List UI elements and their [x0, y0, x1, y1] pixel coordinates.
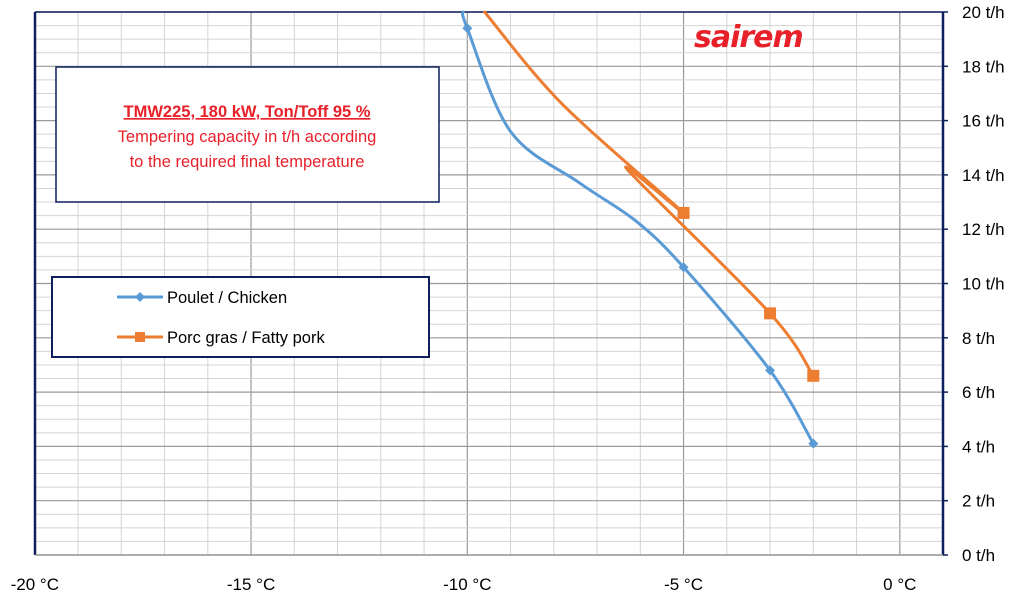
- note-title: TMW225, 180 kW, Ton/Toff 95 %: [124, 103, 371, 121]
- legend-label-chicken: Poulet / Chicken: [167, 289, 287, 307]
- legend: Poulet / Chicken Porc gras / Fatty pork: [51, 276, 430, 358]
- y-tick-label: 4 t/h: [962, 437, 995, 456]
- series-chicken: [460, 10, 819, 449]
- note-box: TMW225, 180 kW, Ton/Toff 95 % Tempering …: [55, 66, 440, 203]
- series-line: [460, 10, 815, 446]
- y-tick-label: 12 t/h: [962, 220, 1005, 239]
- x-tick-label: -15 °C: [227, 575, 275, 594]
- y-tick-label: 8 t/h: [962, 329, 995, 348]
- x-tick-label: -10 °C: [443, 575, 491, 594]
- y-tick-label: 20 t/h: [962, 3, 1005, 22]
- x-tick-label: -20 °C: [11, 575, 59, 594]
- series-layer: [460, 10, 820, 449]
- legend-marker-pork: [135, 332, 145, 342]
- note-line-2: to the required final temperature: [130, 153, 365, 171]
- logo-text: sairem: [694, 20, 803, 55]
- x-tick-label: 0 °C: [883, 575, 916, 594]
- y-tick-label: 6 t/h: [962, 383, 995, 402]
- data-point: [764, 307, 777, 320]
- sairem-logo: sairem: [694, 20, 804, 55]
- y-tick-label: 14 t/h: [962, 166, 1005, 185]
- data-point: [678, 262, 689, 273]
- data-point: [808, 438, 819, 449]
- legend-marker-chicken: [135, 292, 145, 302]
- x-axis: -20 °C -15 °C -10 °C -5 °C 0 °C: [11, 575, 917, 594]
- y-axis: 0 t/h 2 t/h 4 t/h 6 t/h 8 t/h 10 t/h 12 t/h 14 …: [943, 3, 1005, 565]
- legend-item-pork: Porc gras / Fatty pork: [117, 329, 325, 347]
- x-tick-label: -5 °C: [664, 575, 703, 594]
- y-tick-label: 10 t/h: [962, 275, 1005, 294]
- series-pork: [483, 10, 820, 382]
- y-tick-label: 0 t/h: [962, 546, 995, 565]
- y-tick-label: 16 t/h: [962, 112, 1005, 131]
- y-tick-label: 2 t/h: [962, 492, 995, 511]
- data-point: [462, 23, 473, 34]
- legend-label-pork: Porc gras / Fatty pork: [167, 329, 325, 347]
- data-point: [677, 206, 690, 219]
- note-line-1: Tempering capacity in t/h according: [118, 128, 377, 146]
- y-tick-label: 18 t/h: [962, 57, 1005, 76]
- legend-item-chicken: Poulet / Chicken: [117, 289, 287, 307]
- data-point: [765, 365, 776, 376]
- data-point: [807, 369, 820, 382]
